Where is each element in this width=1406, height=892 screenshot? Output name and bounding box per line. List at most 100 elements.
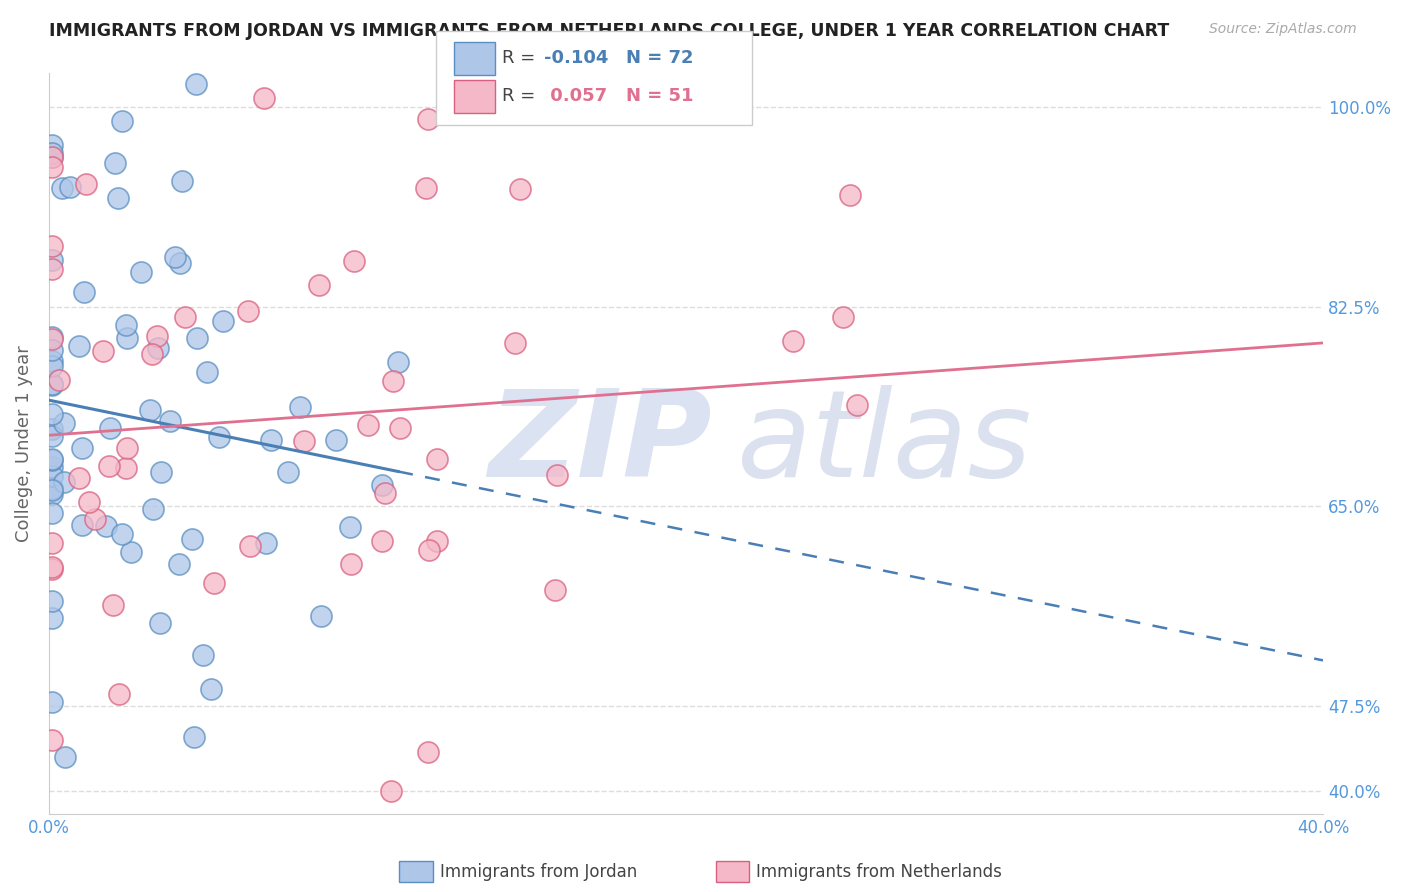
Point bbox=[254, 536, 277, 550]
Point bbox=[67, 471, 90, 485]
Text: R =: R = bbox=[502, 49, 541, 67]
Point bbox=[426, 533, 449, 548]
Point bbox=[41, 377, 63, 392]
Text: IMMIGRANTS FROM JORDAN VS IMMIGRANTS FROM NETHERLANDS COLLEGE, UNDER 1 YEAR CORR: IMMIGRANTS FROM JORDAN VS IMMIGRANTS FRO… bbox=[49, 22, 1170, 40]
Point bbox=[387, 355, 409, 369]
Point bbox=[41, 377, 63, 392]
Point bbox=[211, 313, 233, 327]
Point bbox=[41, 150, 63, 164]
Point bbox=[120, 545, 142, 559]
Point bbox=[311, 609, 333, 624]
Point bbox=[96, 519, 118, 533]
Point bbox=[370, 478, 392, 492]
Point bbox=[41, 483, 63, 497]
Point bbox=[183, 731, 205, 745]
Point bbox=[107, 191, 129, 205]
Point bbox=[503, 335, 526, 350]
Point bbox=[41, 160, 63, 174]
Point bbox=[41, 487, 63, 501]
Point bbox=[41, 138, 63, 153]
Point bbox=[41, 343, 63, 357]
Point bbox=[41, 482, 63, 496]
Text: Immigrants from Netherlands: Immigrants from Netherlands bbox=[756, 863, 1002, 881]
Point bbox=[339, 520, 361, 534]
Point bbox=[115, 318, 138, 332]
Point bbox=[416, 745, 439, 759]
Point bbox=[204, 575, 226, 590]
Point bbox=[101, 598, 124, 612]
Point bbox=[208, 430, 231, 444]
Point bbox=[41, 559, 63, 574]
Point bbox=[41, 150, 63, 164]
Point bbox=[509, 182, 531, 196]
Point bbox=[53, 417, 76, 431]
Point bbox=[115, 461, 138, 475]
Point bbox=[48, 373, 70, 387]
Point bbox=[41, 422, 63, 436]
Point bbox=[170, 174, 193, 188]
Point bbox=[41, 594, 63, 608]
Text: R =: R = bbox=[502, 87, 541, 105]
Point bbox=[292, 434, 315, 449]
Point bbox=[831, 310, 853, 324]
Point bbox=[186, 331, 208, 345]
Point bbox=[41, 460, 63, 475]
Point bbox=[239, 539, 262, 553]
Point bbox=[41, 145, 63, 160]
Text: ZIP: ZIP bbox=[488, 385, 711, 502]
Point bbox=[167, 557, 190, 571]
Point bbox=[75, 177, 97, 191]
Point bbox=[343, 253, 366, 268]
Point bbox=[253, 91, 276, 105]
Point bbox=[426, 451, 449, 466]
Point bbox=[41, 407, 63, 421]
Point bbox=[108, 687, 131, 701]
Point bbox=[388, 421, 411, 435]
Point bbox=[41, 452, 63, 467]
Point bbox=[41, 252, 63, 267]
Point bbox=[98, 459, 121, 474]
Point bbox=[41, 536, 63, 550]
Point bbox=[416, 112, 439, 126]
Point bbox=[129, 265, 152, 279]
Point bbox=[415, 181, 437, 195]
Point bbox=[340, 557, 363, 571]
Point bbox=[546, 468, 568, 483]
Point bbox=[111, 527, 134, 541]
Point bbox=[145, 328, 167, 343]
Text: atlas: atlas bbox=[737, 385, 1032, 502]
Point bbox=[117, 442, 139, 456]
Point bbox=[91, 343, 114, 358]
Point bbox=[381, 374, 404, 388]
Point bbox=[59, 179, 82, 194]
Point bbox=[41, 262, 63, 277]
Point bbox=[70, 441, 93, 455]
Point bbox=[325, 433, 347, 447]
Point bbox=[149, 615, 172, 630]
Text: N = 72: N = 72 bbox=[626, 49, 693, 67]
Point bbox=[67, 339, 90, 353]
Text: Source: ZipAtlas.com: Source: ZipAtlas.com bbox=[1209, 22, 1357, 37]
Point bbox=[41, 332, 63, 346]
Point bbox=[41, 469, 63, 483]
Point bbox=[544, 582, 567, 597]
Point bbox=[236, 304, 259, 318]
Point bbox=[51, 181, 73, 195]
Point bbox=[200, 682, 222, 697]
Point bbox=[380, 784, 402, 798]
Point bbox=[782, 334, 804, 349]
Point bbox=[150, 465, 173, 479]
Point bbox=[186, 78, 208, 92]
Point bbox=[838, 188, 860, 202]
Point bbox=[193, 648, 215, 662]
Point bbox=[41, 359, 63, 373]
Point bbox=[418, 543, 440, 558]
Point bbox=[41, 354, 63, 368]
Text: N = 51: N = 51 bbox=[626, 87, 693, 105]
Point bbox=[277, 466, 299, 480]
Y-axis label: College, Under 1 year: College, Under 1 year bbox=[15, 345, 32, 541]
Point bbox=[260, 433, 283, 447]
Point bbox=[181, 532, 204, 546]
Point bbox=[53, 475, 76, 489]
Point bbox=[79, 495, 101, 509]
